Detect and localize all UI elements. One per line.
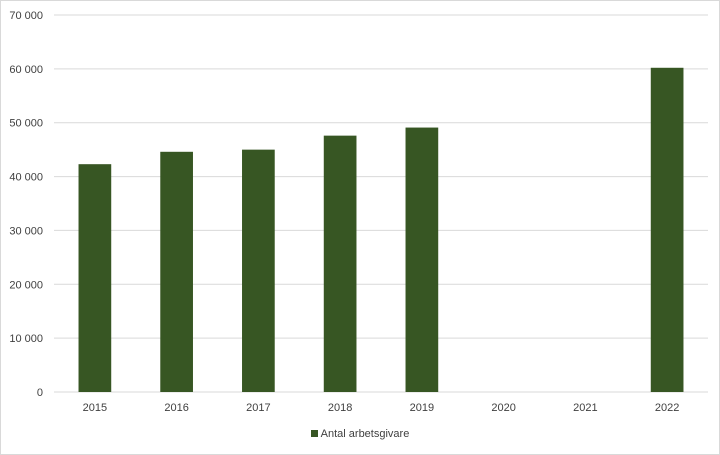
x-tick-label: 2021 xyxy=(573,402,597,414)
x-tick-label: 2016 xyxy=(164,402,188,414)
y-tick-label: 20 000 xyxy=(9,279,43,291)
x-tick-label: 2019 xyxy=(410,402,434,414)
legend-label: Antal arbetsgivare xyxy=(320,428,410,440)
bar-2018 xyxy=(323,135,357,392)
bar-2019 xyxy=(405,127,439,392)
bar-2017 xyxy=(242,149,275,392)
legend-swatch xyxy=(310,430,318,437)
y-tick-label: 10 000 xyxy=(9,333,43,345)
legend: Antal arbetsgivare xyxy=(0,428,720,440)
y-tick-label: 30 000 xyxy=(9,225,43,237)
x-tick-label: 2018 xyxy=(328,402,352,414)
x-tick-label: 2015 xyxy=(83,402,107,414)
y-tick-label: 50 000 xyxy=(9,118,43,130)
bar-2016 xyxy=(160,151,193,392)
bar-2022 xyxy=(650,67,684,392)
y-tick-label: 0 xyxy=(37,387,43,399)
y-tick-label: 60 000 xyxy=(9,64,43,76)
x-tick-label: 2017 xyxy=(246,402,270,414)
x-tick-label: 2022 xyxy=(655,402,679,414)
x-tick-label: 2020 xyxy=(491,402,515,414)
y-tick-label: 40 000 xyxy=(9,172,43,184)
y-tick-label: 70 000 xyxy=(9,10,43,22)
bar-2015 xyxy=(78,164,112,392)
